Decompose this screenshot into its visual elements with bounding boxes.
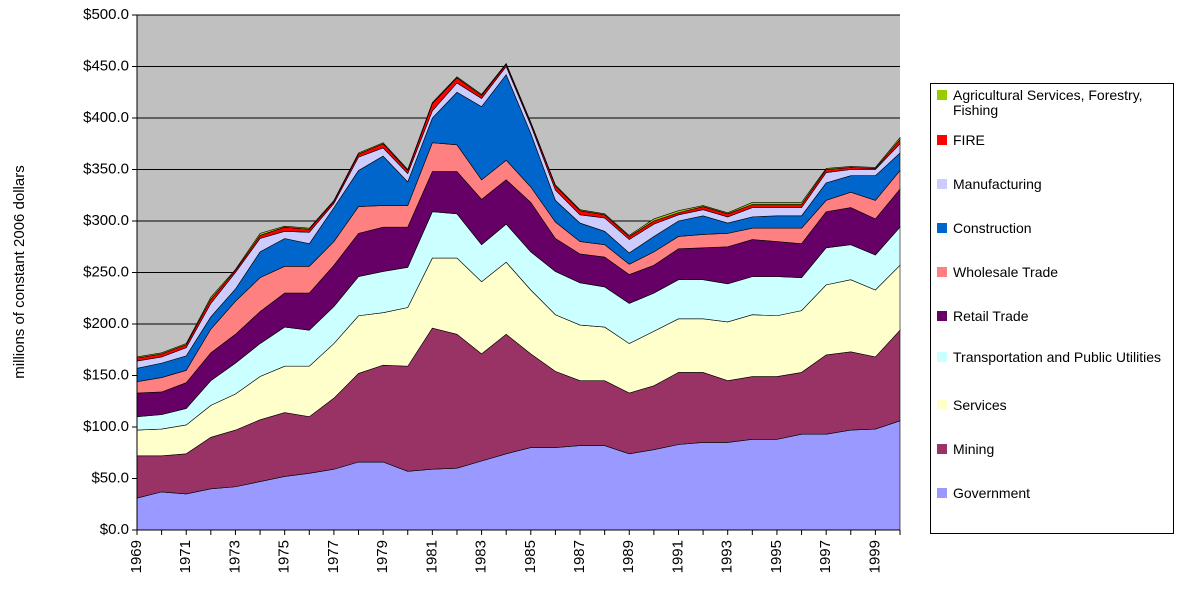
x-tick-label: 1979	[374, 540, 391, 573]
legend-entry: Retail Trade	[937, 309, 1169, 324]
legend-entry: Mining	[937, 442, 1169, 457]
y-tick-label: $400.0	[83, 109, 129, 126]
legend-entry: Wholesale Trade	[937, 265, 1169, 280]
x-tick-label: 1997	[817, 540, 834, 573]
x-tick-label: 1983	[473, 540, 490, 573]
legend-entry: FIRE	[937, 133, 1169, 148]
legend-entry: Agricultural Services, Forestry, Fishing	[937, 88, 1169, 118]
legend: Agricultural Services, Forestry, Fishing…	[930, 83, 1174, 534]
legend-swatch	[937, 352, 947, 362]
y-tick-label: $300.0	[83, 212, 129, 229]
x-tick-label: 1989	[620, 540, 637, 573]
y-tick-label: $500.0	[83, 6, 129, 23]
x-tick-label: 1971	[177, 540, 194, 573]
y-tick-label: $150.0	[83, 366, 129, 383]
legend-label: Government	[953, 485, 1031, 501]
y-tick-label: $450.0	[83, 57, 129, 74]
legend-label: FIRE	[953, 132, 985, 148]
x-tick-label: 1977	[325, 540, 342, 573]
legend-swatch	[937, 400, 947, 410]
legend-entry: Construction	[937, 221, 1169, 236]
legend-label: Retail Trade	[953, 308, 1029, 324]
legend-label: Wholesale Trade	[953, 264, 1059, 280]
y-tick-label: $0.0	[100, 521, 129, 538]
legend-label: Agricultural Services, Forestry, Fishing	[953, 87, 1143, 118]
legend-entry: Manufacturing	[937, 177, 1169, 192]
legend-swatch	[937, 267, 947, 277]
x-tick-label: 1993	[719, 540, 736, 573]
legend-swatch	[937, 488, 947, 498]
legend-swatch	[937, 135, 947, 145]
legend-label: Mining	[953, 441, 995, 457]
y-tick-label: $250.0	[83, 263, 129, 280]
x-tick-label: 1975	[276, 540, 293, 573]
legend-label: Manufacturing	[953, 176, 1042, 192]
legend-swatch	[937, 444, 947, 454]
legend-entry: Transportation and Public Utilities	[937, 350, 1169, 365]
legend-entry: Government	[937, 486, 1169, 501]
y-tick-label: $50.0	[91, 469, 129, 486]
x-tick-label: 1981	[423, 540, 440, 573]
area	[136, 62, 901, 359]
x-tick-label: 1985	[522, 540, 539, 573]
legend-label: Transportation and Public Utilities	[953, 349, 1162, 365]
x-tick-label: 1991	[669, 540, 686, 573]
y-tick-label: $350.0	[83, 160, 129, 177]
x-tick-label: 1999	[866, 540, 883, 573]
legend-entry: Services	[937, 398, 1169, 413]
legend-label: Construction	[953, 220, 1032, 236]
y-tick-label: $200.0	[83, 315, 129, 332]
y-tick-label: $100.0	[83, 418, 129, 435]
x-tick-label: 1995	[768, 540, 785, 573]
x-tick-label: 1973	[226, 540, 243, 573]
legend-swatch	[937, 179, 947, 189]
legend-label: Services	[953, 397, 1007, 413]
x-tick-label: 1969	[128, 540, 145, 573]
legend-swatch	[937, 90, 947, 100]
legend-swatch	[937, 223, 947, 233]
x-tick-label: 1987	[571, 540, 588, 573]
y-axis-title: millions of constant 2006 dollars	[11, 165, 28, 378]
legend-swatch	[937, 311, 947, 321]
